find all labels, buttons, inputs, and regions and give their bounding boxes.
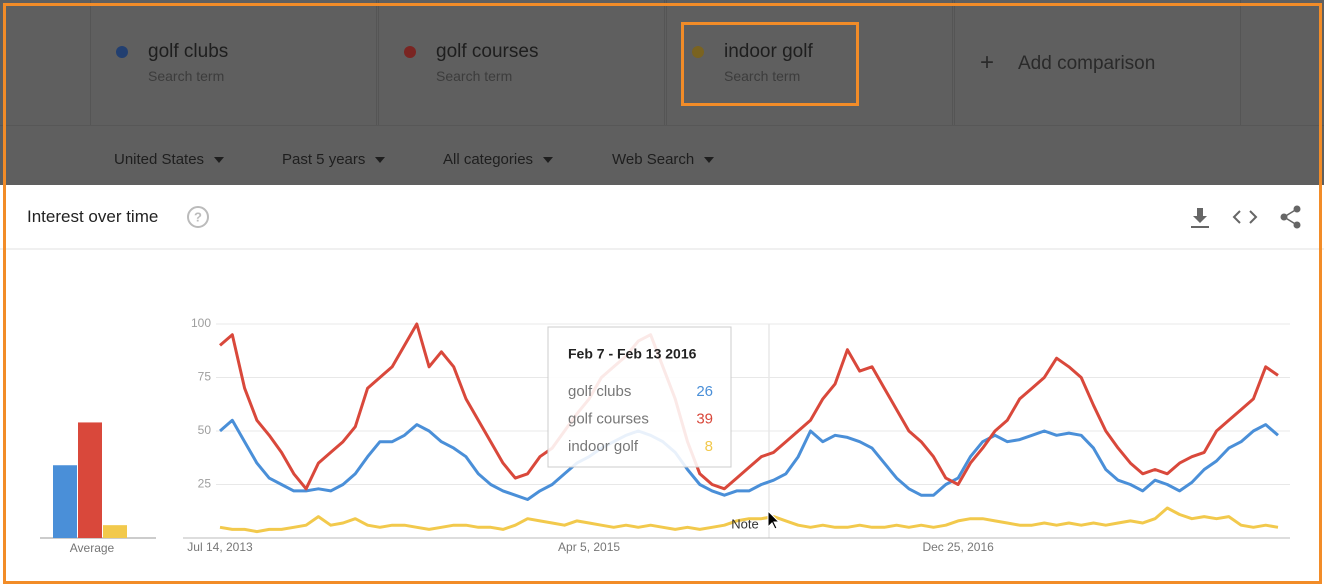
filter[interactable]: Web Search (612, 151, 715, 168)
filter-label: Past 5 years (282, 151, 366, 168)
term-label: indoor golf (724, 41, 813, 62)
filter-label: All categories (443, 151, 534, 168)
panel-title: Interest over time (27, 207, 159, 226)
y-tick-label: 100 (191, 316, 211, 330)
average-bar (103, 525, 127, 538)
filter[interactable]: United States (114, 151, 225, 168)
tooltip-value: 8 (705, 438, 713, 455)
term-dot (404, 46, 416, 58)
series-line (219, 418, 1279, 501)
series-line (219, 322, 1279, 491)
average-label: Average (70, 541, 115, 555)
x-tick-label: Dec 25, 2016 (922, 540, 994, 554)
tooltip-name: indoor golf (568, 438, 639, 455)
term-dot (692, 46, 704, 58)
embed-icon[interactable] (1232, 210, 1258, 224)
term-card[interactable]: golf courses Search term (378, 0, 665, 125)
tooltip-value: 39 (696, 410, 713, 427)
tooltip-value: 26 (696, 383, 713, 400)
y-tick-label: 75 (198, 370, 212, 384)
term-label: golf courses (436, 41, 539, 62)
average-bar (53, 465, 77, 538)
term-dot (116, 46, 128, 58)
y-tick-label: 50 (198, 423, 212, 437)
filter-label: United States (114, 151, 205, 168)
share-icon[interactable] (1280, 205, 1301, 229)
term-card[interactable]: indoor golf Search term (666, 0, 953, 125)
average-bar (78, 422, 102, 538)
tooltip: Feb 7 - Feb 13 2016 golf clubs 26 golf cour… (547, 326, 732, 468)
x-tick-label: Jul 14, 2013 (187, 540, 253, 554)
plus-icon: + (980, 49, 995, 76)
x-tick-label: Apr 5, 2015 (558, 540, 620, 554)
add-comparison[interactable]: Add comparison (1018, 53, 1156, 74)
tooltip-name: golf clubs (568, 383, 631, 400)
y-tick-label: 25 (198, 477, 212, 491)
filter[interactable]: All categories (443, 151, 554, 168)
tooltip-title: Feb 7 - Feb 13 2016 (568, 346, 697, 362)
cursor (767, 509, 781, 530)
term-sub: Search term (436, 68, 513, 84)
filters: United States Past 5 years All categorie… (0, 125, 1324, 186)
term-card[interactable]: golf clubs Search term (90, 0, 377, 125)
header: golf clubs Search term golf courses Sear… (0, 0, 1324, 185)
help-icon[interactable] (187, 206, 209, 228)
term-label: golf clubs (148, 41, 229, 62)
filter[interactable]: Past 5 years (282, 151, 386, 168)
download-icon[interactable] (1191, 208, 1209, 228)
help-mark: ? (194, 209, 202, 224)
term-sub: Search term (724, 68, 801, 84)
add-card[interactable] (954, 0, 1241, 125)
tooltip-name: golf courses (568, 410, 649, 427)
filter-label: Web Search (612, 151, 695, 168)
term-sub: Search term (148, 68, 225, 84)
tooltip-box (547, 326, 732, 468)
highlight-box (681, 22, 859, 106)
series-line (219, 506, 1279, 534)
annotation: Note (731, 516, 758, 531)
